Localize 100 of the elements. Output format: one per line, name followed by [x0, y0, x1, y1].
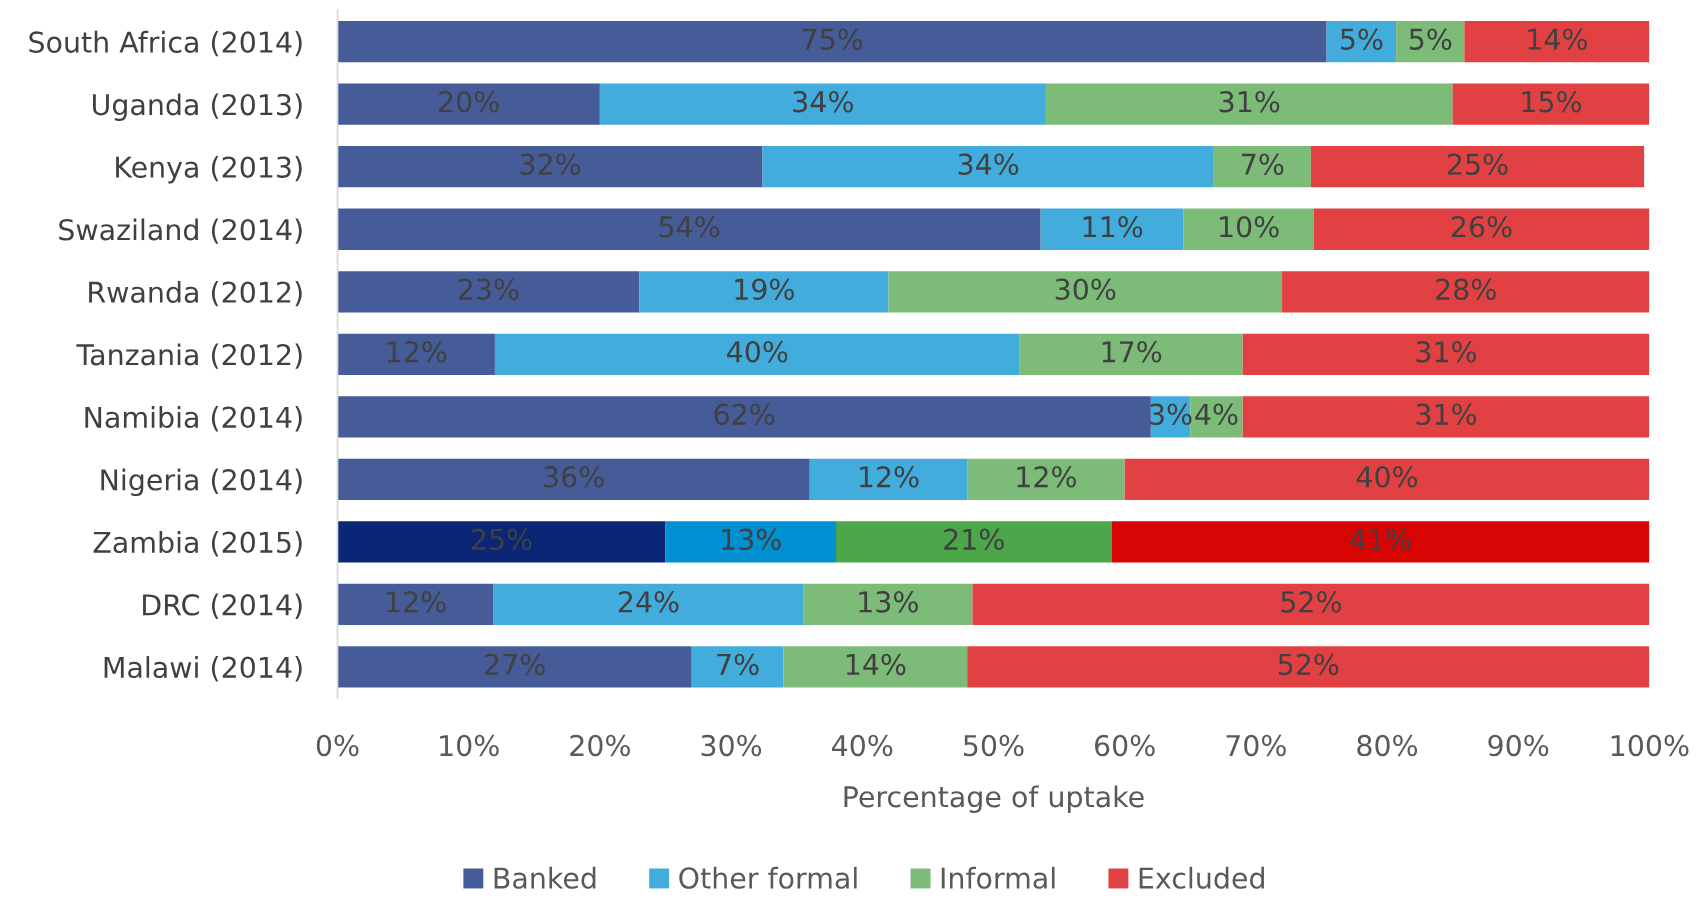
- bar: [1452, 83, 1650, 125]
- bar: [972, 583, 1650, 626]
- data-label: 36%: [544, 466, 604, 488]
- data-label: 28%: [1436, 278, 1496, 301]
- x-tick-label: 90%: [1488, 734, 1549, 757]
- data-label: 31%: [1416, 403, 1477, 426]
- y-tick-label: Kenya (2013): [116, 155, 302, 184]
- bar: [337, 646, 692, 688]
- x-tick-label: 30%: [701, 734, 762, 757]
- x-tick-label: 50%: [963, 734, 1024, 757]
- bar: [337, 458, 810, 500]
- y-tick-label: South Africa (2014): [29, 30, 302, 57]
- bar: [803, 583, 973, 626]
- y-tick-label: Tanzania (2012): [76, 343, 302, 369]
- bar: [762, 146, 1214, 188]
- bar: [809, 458, 968, 500]
- data-label: 24%: [618, 591, 679, 613]
- x-tick-label: 40%: [832, 734, 893, 757]
- data-label: 13%: [859, 591, 918, 613]
- bar: [1019, 333, 1243, 375]
- data-label: 19%: [735, 278, 794, 301]
- data-label: 12%: [387, 341, 447, 363]
- data-label: 13%: [722, 528, 781, 551]
- data-label: 25%: [1447, 153, 1508, 175]
- y-tick-label: Malawi (2014): [104, 656, 302, 682]
- bar: [639, 271, 889, 313]
- x-axis-title: Percentage of uptake: [844, 785, 1144, 813]
- data-label: 54%: [659, 215, 720, 238]
- y-tick-label: Swaziland (2014): [59, 218, 302, 244]
- data-label: 23%: [458, 278, 519, 301]
- data-label: 12%: [1017, 466, 1076, 488]
- bar: [494, 333, 1020, 375]
- data-label: 40%: [727, 341, 788, 363]
- data-label: 52%: [1281, 591, 1341, 613]
- bar: [1213, 146, 1311, 188]
- x-tick-label: 60%: [1094, 734, 1155, 757]
- bar: [1310, 146, 1645, 188]
- x-tick-label: 0%: [316, 734, 359, 757]
- data-label: 34%: [793, 90, 853, 113]
- x-tick-label: 70%: [1226, 734, 1286, 757]
- data-label: 26%: [1451, 215, 1512, 238]
- x-tick-label: 20%: [570, 734, 630, 757]
- bar: [337, 146, 763, 188]
- data-label: 31%: [1219, 90, 1280, 113]
- legend-label: Excluded: [1139, 866, 1264, 889]
- bar: [1242, 396, 1650, 438]
- data-label: 15%: [1522, 90, 1582, 113]
- bar: [1242, 333, 1650, 375]
- bar: [1282, 271, 1650, 313]
- y-tick-label: DRC (2014): [143, 593, 302, 619]
- bar: [1396, 21, 1465, 63]
- y-tick-label: Namibia (2014): [85, 406, 302, 432]
- data-label: 32%: [520, 153, 581, 175]
- data-label: 17%: [1102, 341, 1162, 363]
- y-tick-label: Rwanda (2012): [89, 280, 302, 307]
- data-label: 52%: [1278, 653, 1339, 676]
- data-label: 75%: [802, 28, 863, 50]
- bar: [1313, 208, 1650, 250]
- data-label: 12%: [859, 466, 919, 488]
- bar: [337, 333, 495, 375]
- bar: [1045, 83, 1453, 125]
- bar: [1111, 521, 1650, 563]
- bar: [836, 521, 1112, 563]
- bar: [783, 646, 968, 688]
- data-label: 10%: [1220, 215, 1279, 238]
- bar: [337, 208, 1041, 250]
- bar: [665, 521, 837, 563]
- x-tick-label: 80%: [1357, 734, 1418, 757]
- data-label: 40%: [1356, 466, 1418, 488]
- data-label: 14%: [1528, 28, 1587, 50]
- bar: [337, 271, 640, 313]
- data-label: 27%: [485, 653, 545, 676]
- data-label: 34%: [958, 153, 1019, 175]
- y-tick-label: Nigeria (2014): [101, 468, 302, 497]
- data-label: 4%: [1195, 403, 1238, 426]
- bar: [967, 646, 1650, 688]
- bar: [337, 21, 1327, 63]
- bar: [1464, 21, 1650, 63]
- bar: [337, 521, 666, 563]
- data-label: 11%: [1083, 215, 1143, 238]
- x-tick-label: 10%: [440, 734, 499, 757]
- bar: [1326, 21, 1397, 63]
- data-label: 14%: [846, 653, 906, 676]
- x-tick-label: 100%: [1611, 734, 1689, 757]
- bar: [337, 83, 600, 125]
- data-label: 20%: [439, 90, 499, 113]
- y-tick-label: Uganda (2013): [92, 93, 302, 121]
- bar: [599, 83, 1046, 125]
- data-label: 5%: [1409, 28, 1452, 50]
- legend-label: Other formal: [679, 866, 857, 889]
- bar: [967, 458, 1125, 500]
- data-label: 7%: [1242, 153, 1284, 175]
- data-label: 30%: [1055, 278, 1116, 301]
- bar: [493, 583, 804, 626]
- bar: [1040, 208, 1184, 250]
- bar: [337, 583, 494, 626]
- legend-label: Banked: [494, 866, 596, 889]
- bar: [337, 396, 1151, 438]
- bar: [1124, 458, 1650, 500]
- data-label: 31%: [1416, 341, 1477, 363]
